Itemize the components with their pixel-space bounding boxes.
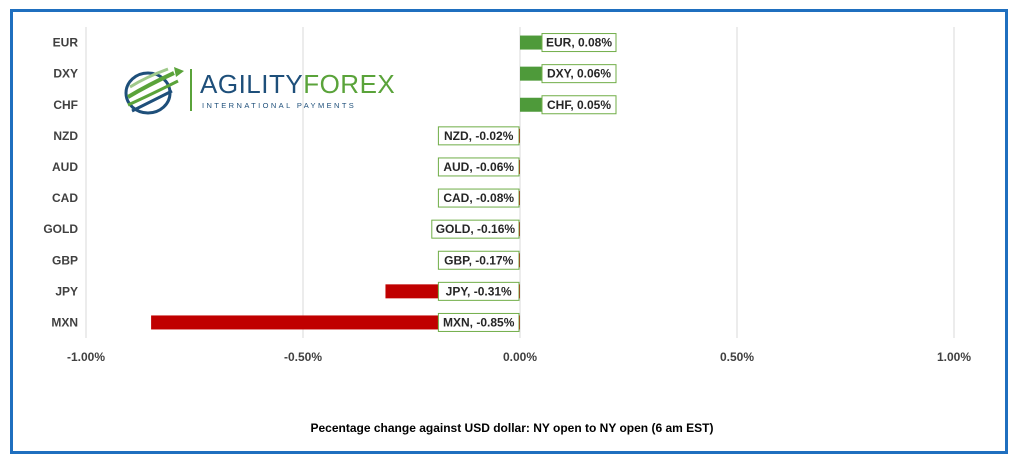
- x-axis-title: Pecentage change against USD dollar: NY …: [310, 421, 714, 435]
- bar-dxy: [520, 66, 547, 81]
- data-label: GBP, -0.17%: [437, 250, 520, 270]
- data-label-box: [541, 64, 617, 84]
- globe-swoosh-icon: [124, 67, 184, 115]
- logo-wordmark: AGILITYFOREX: [200, 69, 396, 99]
- data-label: MXN, -0.85%: [437, 312, 520, 332]
- data-label: AUD, -0.06%: [437, 157, 520, 177]
- logo-divider: [190, 69, 192, 111]
- data-label-text: CAD, -0.08%: [443, 191, 514, 205]
- agility-forex-logo: AGILITYFOREX INTERNATIONAL PAYMENTS: [122, 63, 395, 121]
- data-label: NZD, -0.02%: [437, 126, 520, 146]
- x-tick-label: -1.00%: [67, 350, 105, 364]
- data-label: JPY, -0.31%: [437, 281, 520, 301]
- category-label: NZD: [53, 129, 78, 143]
- x-tick-label: 0.50%: [720, 350, 754, 364]
- category-label: CHF: [53, 98, 78, 112]
- data-label-text: MXN, -0.85%: [443, 315, 515, 329]
- x-tick-labels: -1.00% -0.50% 0.00% 0.50% 1.00%: [67, 350, 971, 364]
- data-label-text: EUR, 0.08%: [546, 36, 612, 50]
- bar-mxn: [151, 315, 520, 330]
- data-label-text: NZD, -0.02%: [444, 129, 514, 143]
- category-label: GOLD: [43, 222, 78, 236]
- data-label-text: CHF, 0.05%: [547, 98, 611, 112]
- category-label: GBP: [52, 253, 78, 267]
- category-label: CAD: [52, 191, 78, 205]
- data-label-box: [437, 157, 520, 177]
- data-label-text: GBP, -0.17%: [444, 253, 513, 267]
- category-label: JPY: [55, 284, 78, 298]
- data-label-text: AUD, -0.06%: [443, 160, 514, 174]
- data-label-box: [541, 33, 617, 53]
- x-tick-label: -0.50%: [284, 350, 322, 364]
- data-label-box: [437, 188, 520, 208]
- data-label-box: [437, 281, 520, 301]
- category-label: AUD: [52, 160, 78, 174]
- data-label: GOLD, -0.16%: [431, 219, 520, 239]
- bar-chf: [520, 97, 542, 112]
- data-label-text: JPY, -0.31%: [446, 284, 512, 298]
- data-label-box: [541, 95, 617, 115]
- data-label-box: [437, 250, 520, 270]
- data-labels: EUR, 0.08% DXY, 0.06% CHF, 0.05% NZD, -0.02…: [431, 33, 617, 332]
- data-label-box: [431, 219, 520, 239]
- category-label: DXY: [53, 67, 78, 81]
- logo-subtitle: INTERNATIONAL PAYMENTS: [202, 101, 357, 110]
- category-labels: EUR DXY CHF NZD AUD CAD GOLD GBP JPY MXN: [43, 36, 78, 330]
- x-tick-label: 0.00%: [503, 350, 537, 364]
- data-label: CHF, 0.05%: [541, 95, 617, 115]
- data-label: CAD, -0.08%: [437, 188, 520, 208]
- data-label-box: [437, 312, 520, 332]
- data-label: EUR, 0.08%: [541, 33, 617, 53]
- data-label-text: GOLD, -0.16%: [436, 222, 516, 236]
- data-label-text: DXY, 0.06%: [547, 67, 611, 81]
- data-label-box: [437, 126, 520, 146]
- x-tick-label: 1.00%: [937, 350, 971, 364]
- category-label: MXN: [51, 315, 78, 329]
- category-label: EUR: [53, 36, 79, 50]
- data-label: DXY, 0.06%: [541, 64, 617, 84]
